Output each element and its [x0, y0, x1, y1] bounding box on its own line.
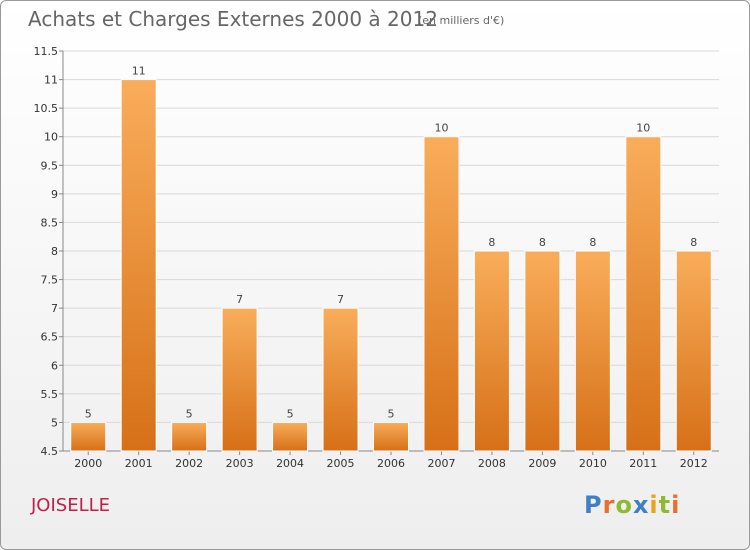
bar-2000: [70, 421, 107, 452]
x-tick-label-2001: 2001: [125, 457, 153, 470]
x-tick-label-2010: 2010: [579, 457, 607, 470]
value-label-2000: 5: [85, 407, 92, 420]
y-tick-label: 9: [51, 188, 58, 201]
bar-2009: [524, 250, 561, 452]
y-tick-label: 7: [51, 302, 58, 315]
y-tick-label: 7.5: [41, 274, 59, 287]
y-tick-label: 5: [51, 416, 58, 429]
labels: 4.5 5 5.5 6 6.5 7 7.5 8 8.5 9 9.5 10 10.5 11 11.5 5 2000…: [34, 45, 708, 470]
bars: [70, 79, 712, 452]
bar-2006: [373, 421, 409, 452]
chart-title: Achats et Charges Externes 2000 à 2012: [28, 7, 438, 31]
y-tick-label: 8.5: [41, 216, 59, 229]
y-tick-label: 10.5: [34, 102, 59, 115]
x-tick-label-2000: 2000: [74, 457, 102, 470]
value-label-2001: 11: [132, 65, 146, 78]
value-label-2011: 10: [636, 122, 650, 135]
x-tick-label-2003: 2003: [226, 457, 254, 470]
y-tick-label: 10: [44, 131, 58, 144]
x-tick-label-2008: 2008: [478, 457, 506, 470]
value-label-2003: 7: [236, 293, 243, 306]
y-tick-label: 8: [51, 245, 58, 258]
bar-2010: [574, 250, 611, 452]
axes: [59, 50, 719, 455]
bar-2012: [675, 250, 712, 452]
bar-2005: [322, 307, 359, 452]
bar-2003: [221, 307, 258, 452]
y-tick-label: 6: [51, 359, 58, 372]
x-tick-label-2007: 2007: [427, 457, 455, 470]
bar-2011: [625, 136, 662, 452]
value-label-2009: 8: [539, 236, 546, 249]
y-tick-label: 11: [44, 74, 58, 87]
x-tick-label-2002: 2002: [175, 457, 203, 470]
y-tick-label: 6.5: [41, 331, 59, 344]
x-tick-label-2009: 2009: [528, 457, 556, 470]
commune-name: JOISELLE: [31, 495, 111, 516]
chart-subtitle: (en milliers d'€): [418, 14, 505, 27]
y-tick-label: 4.5: [41, 445, 59, 458]
x-tick-label-2011: 2011: [629, 457, 657, 470]
value-label-2005: 7: [337, 293, 344, 306]
x-tick-label-2006: 2006: [377, 457, 405, 470]
value-label-2012: 8: [690, 236, 697, 249]
x-tick-label-2012: 2012: [680, 457, 708, 470]
value-label-2004: 5: [287, 407, 294, 420]
value-label-2007: 10: [434, 122, 448, 135]
x-tick-label-2005: 2005: [327, 457, 355, 470]
grid-lines: [63, 50, 719, 452]
bar-2001: [120, 79, 157, 452]
y-tick-label: 11.5: [34, 45, 59, 58]
bar-2004: [272, 421, 309, 452]
value-label-2010: 8: [589, 236, 596, 249]
y-tick-label: 5.5: [41, 388, 59, 401]
value-label-2006: 5: [388, 407, 395, 420]
bar-2002: [171, 421, 208, 452]
y-tick-label: 9.5: [41, 159, 59, 172]
value-label-2008: 8: [488, 236, 495, 249]
value-label-2002: 5: [186, 407, 193, 420]
proxiti-logo[interactable]: Proxiti: [584, 491, 681, 519]
bar-2007: [423, 136, 460, 452]
x-tick-label-2004: 2004: [276, 457, 304, 470]
bar-2008: [473, 250, 510, 452]
